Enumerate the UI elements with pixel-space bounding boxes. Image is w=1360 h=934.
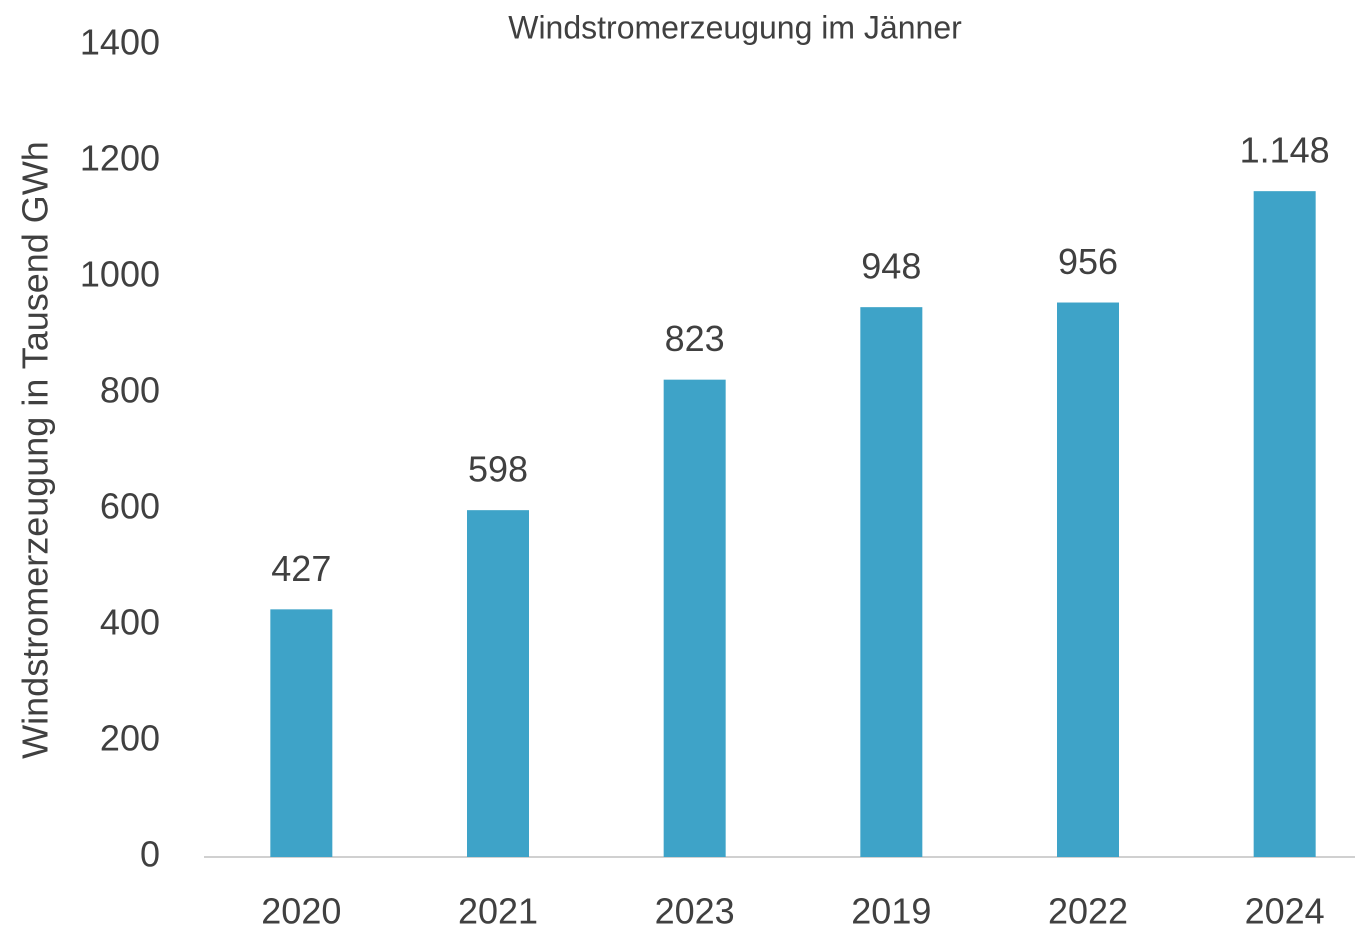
data-label: 598 [468, 449, 528, 490]
x-tick-label: 2023 [655, 891, 735, 932]
x-tick-label: 2022 [1048, 891, 1128, 932]
y-tick-label: 1000 [80, 254, 160, 295]
bar [1057, 302, 1119, 857]
y-tick-label: 400 [100, 602, 160, 643]
chart-title: Windstromerzeugung im Jänner [508, 9, 962, 45]
data-label: 823 [665, 318, 725, 359]
data-label: 1.148 [1240, 130, 1330, 171]
y-tick-label: 200 [100, 718, 160, 759]
x-tick-label: 2024 [1245, 891, 1325, 932]
bar [467, 510, 529, 857]
bar [663, 379, 726, 857]
y-tick-label: 1400 [80, 22, 160, 63]
y-tick-label: 0 [140, 834, 160, 875]
bar [270, 609, 333, 857]
x-tick-label: 2019 [851, 891, 931, 932]
bar [860, 307, 923, 857]
y-axis-label: Windstromerzeugung in Tausend GWh [15, 141, 56, 759]
data-label: 948 [861, 246, 921, 287]
data-label: 427 [271, 548, 331, 589]
x-tick-label: 2021 [458, 891, 538, 932]
y-tick-label: 800 [100, 370, 160, 411]
y-tick-label: 1200 [80, 138, 160, 179]
x-tick-label: 2020 [261, 891, 341, 932]
y-tick-label: 600 [100, 486, 160, 527]
data-label: 956 [1058, 241, 1118, 282]
bar [1253, 191, 1316, 857]
